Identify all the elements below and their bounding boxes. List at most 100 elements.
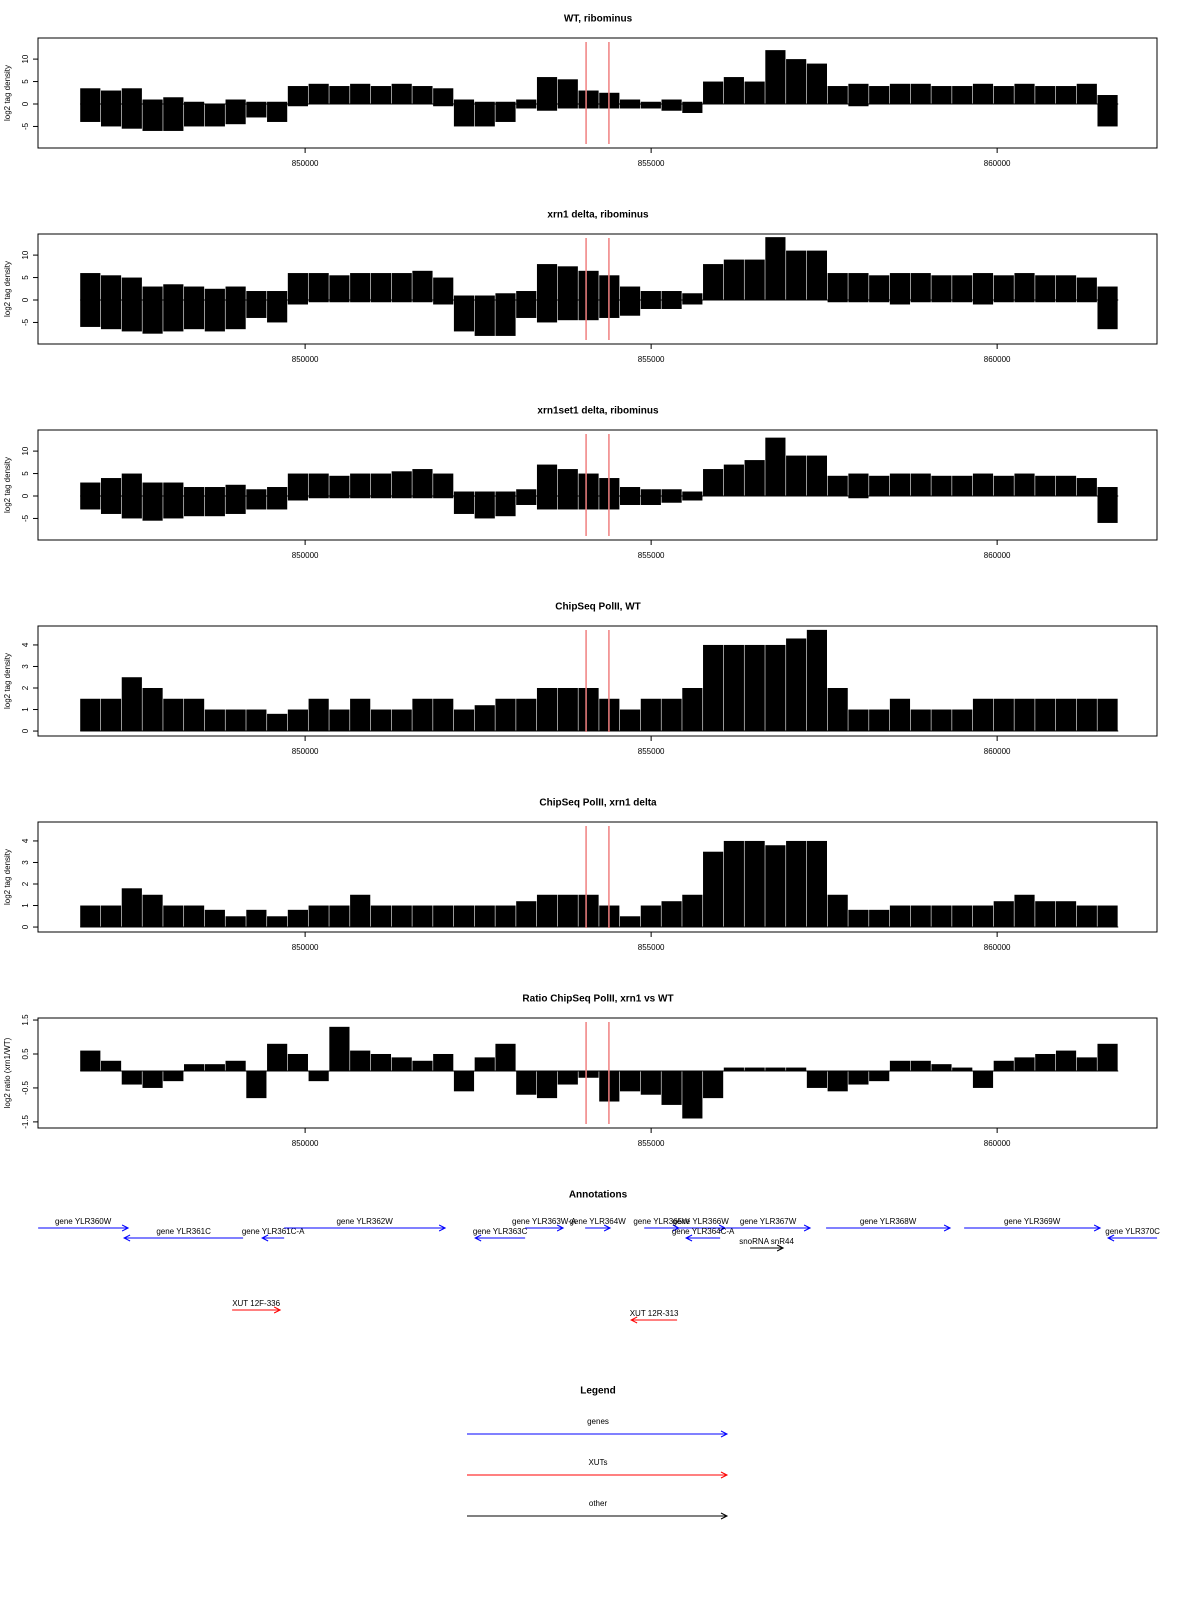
- bar: [1035, 901, 1056, 928]
- bar: [578, 894, 599, 928]
- bar: [287, 473, 308, 496]
- bar: [121, 473, 142, 496]
- panel-title: xrn1set1 delta, ribominus: [537, 406, 659, 417]
- bar: [495, 104, 516, 122]
- y-tick-label: 5: [21, 275, 30, 280]
- bar: [786, 1067, 807, 1071]
- bar: [786, 638, 807, 732]
- bar: [1097, 95, 1118, 104]
- bar: [163, 97, 184, 104]
- bar: [246, 709, 267, 732]
- feature-label: gene YLR361C: [156, 1227, 211, 1236]
- bar: [640, 101, 661, 104]
- bar: [516, 1070, 537, 1095]
- bar: [806, 455, 827, 496]
- bar: [163, 300, 184, 332]
- x-tick-label: 860000: [984, 159, 1011, 168]
- bar: [246, 291, 267, 300]
- bar: [723, 1067, 744, 1071]
- bar: [474, 295, 495, 300]
- bar: [1035, 86, 1056, 104]
- bar: [557, 79, 578, 104]
- bar: [204, 909, 225, 928]
- bar: [1055, 698, 1077, 732]
- bar: [682, 687, 703, 732]
- bar: [412, 1060, 433, 1071]
- bar: [246, 496, 267, 510]
- x-tick-label: 860000: [984, 747, 1011, 756]
- x-tick-label: 860000: [984, 551, 1011, 560]
- plot-frame: [37, 625, 1158, 737]
- bar: [723, 840, 744, 928]
- y-axis-label: log2 tag density: [3, 65, 12, 121]
- bar: [142, 687, 163, 732]
- bar: [744, 840, 765, 928]
- bar: [1055, 275, 1077, 300]
- bar: [80, 88, 101, 104]
- bar: [184, 487, 205, 496]
- bar: [848, 300, 869, 303]
- bar: [1076, 698, 1097, 732]
- bar: [474, 705, 495, 732]
- bar: [267, 916, 288, 928]
- bar: [889, 905, 911, 928]
- bar: [744, 1067, 765, 1071]
- bar: [682, 496, 703, 501]
- feature-arrowhead: [121, 1224, 130, 1232]
- bar: [931, 275, 952, 300]
- legend-label: other: [589, 1499, 608, 1508]
- y-axis-label: log2 tag density: [3, 261, 12, 317]
- bar: [744, 460, 765, 496]
- bar: [474, 1057, 495, 1071]
- bar: [287, 909, 308, 928]
- feature-label: gene YLR368W: [860, 1217, 917, 1226]
- y-axis-label: log2 tag density: [3, 653, 12, 709]
- feature-label: gene YLR369W: [1004, 1217, 1061, 1226]
- bar: [350, 300, 371, 303]
- bar: [308, 905, 329, 928]
- panel-title: Annotations: [569, 1190, 628, 1201]
- bar: [682, 300, 703, 305]
- bar: [578, 473, 599, 496]
- bar: [225, 916, 246, 928]
- bar: [806, 63, 827, 104]
- bar: [931, 300, 952, 303]
- bar: [225, 496, 246, 514]
- bar: [910, 473, 931, 496]
- x-tick-label: 850000: [292, 159, 319, 168]
- bar: [100, 496, 122, 514]
- y-tick-label: 3: [21, 664, 30, 669]
- bar: [204, 104, 225, 127]
- bar: [80, 698, 101, 732]
- bar: [827, 687, 848, 732]
- bar: [536, 687, 558, 732]
- bar: [495, 1043, 516, 1071]
- bar: [329, 275, 350, 300]
- bar: [184, 104, 205, 127]
- bar: [1097, 905, 1118, 928]
- bar: [142, 99, 163, 104]
- y-tick-label: 10: [21, 250, 30, 259]
- feature-arrowhead: [1093, 1224, 1102, 1232]
- bar: [578, 104, 599, 109]
- bar: [1055, 475, 1077, 496]
- legend-arrowhead: [720, 1430, 729, 1438]
- bar: [495, 293, 516, 300]
- bar: [100, 90, 122, 104]
- feature-arrowhead: [261, 1234, 269, 1242]
- bar: [1035, 475, 1056, 496]
- bar: [661, 489, 682, 496]
- bar: [786, 840, 807, 928]
- bar: [661, 901, 682, 928]
- bar: [391, 1057, 412, 1071]
- bar: [495, 496, 516, 517]
- bar: [619, 1070, 641, 1092]
- bar: [204, 1064, 225, 1071]
- bar: [1076, 83, 1097, 104]
- bar: [308, 473, 329, 496]
- bar: [370, 300, 392, 303]
- bar: [225, 1060, 246, 1071]
- bar: [910, 905, 931, 928]
- bar: [121, 1070, 142, 1085]
